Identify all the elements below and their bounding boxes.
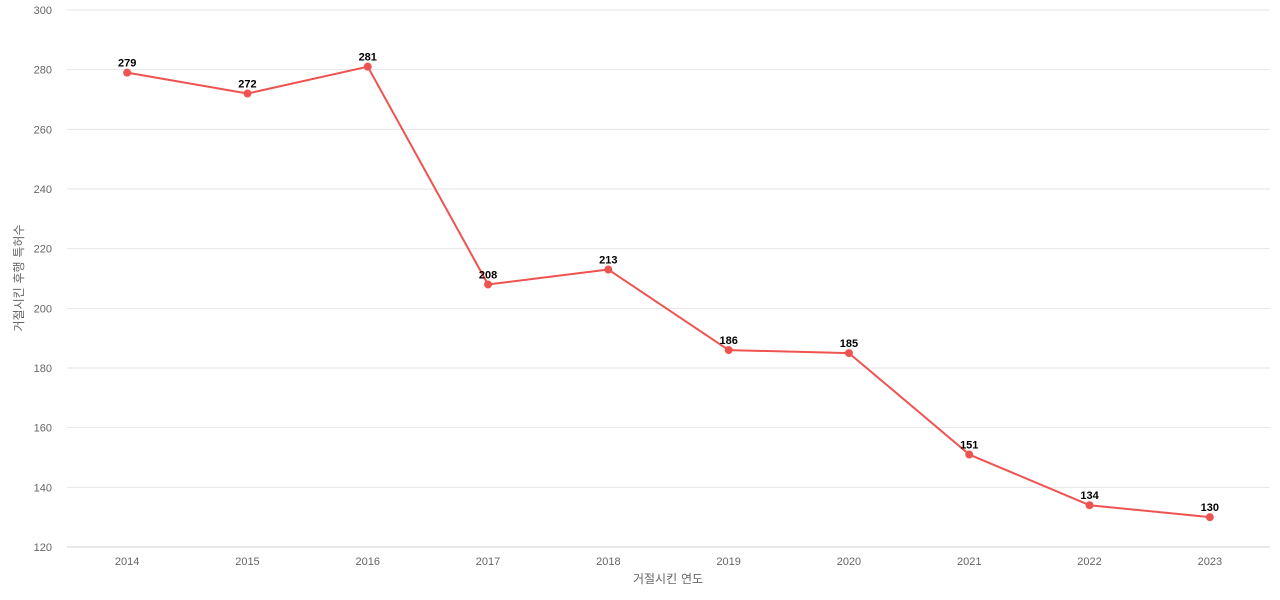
data-labels: 279 272 281 208 213 186 185 151 134 130 [118, 52, 1219, 514]
data-point [604, 265, 613, 274]
x-tick-label: 2020 [837, 556, 861, 568]
x-tick-label: 2017 [476, 556, 500, 568]
x-tick-label: 2019 [716, 556, 740, 568]
data-label: 213 [599, 255, 617, 267]
data-label: 186 [719, 335, 737, 347]
data-point [123, 68, 132, 77]
data-point [363, 62, 372, 71]
data-label: 151 [960, 440, 978, 452]
x-axis-title: 거절시킨 연도 [633, 572, 703, 586]
y-tick-label: 260 [34, 124, 52, 136]
data-label: 208 [479, 269, 497, 281]
y-tick-label: 160 [34, 423, 52, 435]
data-label: 134 [1080, 490, 1099, 502]
y-tick-label: 300 [34, 5, 52, 17]
series-line [126, 65, 1210, 519]
x-tick-label: 2014 [115, 556, 139, 568]
data-label: 272 [238, 79, 256, 91]
y-tick-label: 200 [34, 303, 52, 315]
data-point [965, 450, 974, 459]
data-point [1205, 513, 1214, 522]
x-tick-label: 2018 [596, 556, 620, 568]
y-axis-ticks: 120 140 160 180 200 220 240 260 280 300 [34, 5, 52, 554]
x-tick-label: 2021 [957, 556, 981, 568]
x-tick-label: 2023 [1198, 556, 1222, 568]
y-tick-label: 140 [34, 482, 52, 494]
y-tick-label: 120 [34, 542, 52, 554]
grid [67, 9, 1270, 548]
data-label: 281 [359, 52, 377, 64]
y-tick-label: 240 [34, 184, 52, 196]
y-tick-label: 280 [34, 65, 52, 77]
data-point [724, 346, 733, 355]
x-axis-ticks: 2014 2015 2016 2017 2018 2019 2020 2021 2022 2023 [115, 556, 1222, 568]
data-label: 185 [840, 338, 858, 350]
data-label: 130 [1201, 502, 1219, 514]
x-tick-label: 2015 [235, 556, 259, 568]
y-tick-label: 220 [34, 244, 52, 256]
data-point [1085, 501, 1094, 510]
x-tick-label: 2022 [1077, 556, 1101, 568]
data-point [243, 89, 252, 98]
series [123, 62, 1214, 522]
data-label: 279 [118, 58, 136, 70]
y-tick-label: 180 [34, 363, 52, 375]
data-point [484, 280, 493, 289]
x-tick-label: 2016 [356, 556, 380, 568]
data-point [844, 349, 853, 358]
y-axis-title: 거절시킨 후행 특허수 [11, 225, 26, 332]
